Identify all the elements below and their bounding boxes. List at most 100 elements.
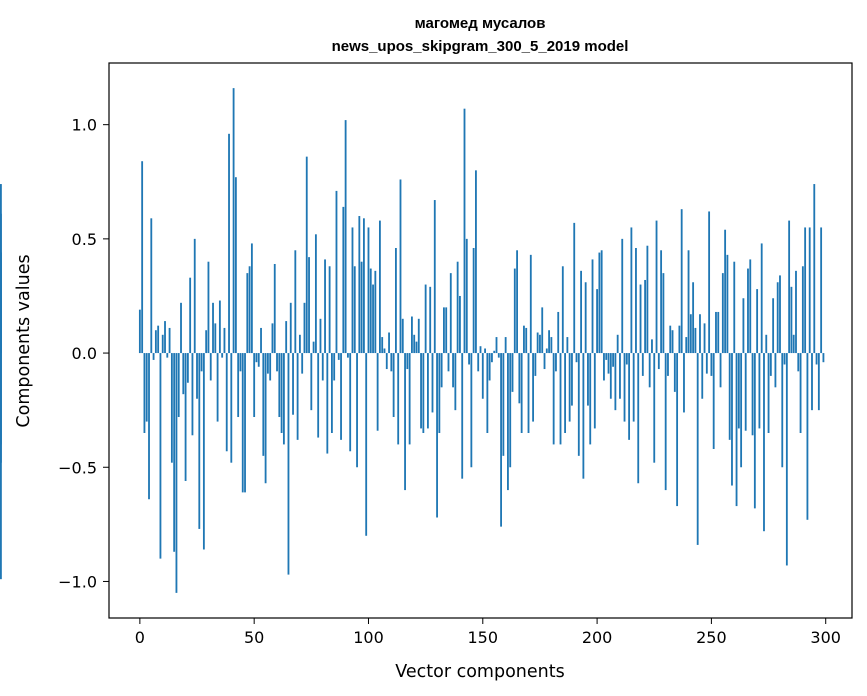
bar	[413, 334, 416, 354]
bar	[319, 318, 322, 354]
y-tick-label: 1.0	[72, 116, 97, 135]
bar	[189, 277, 192, 354]
bar	[525, 327, 528, 354]
bar	[349, 353, 352, 452]
bar	[504, 337, 507, 354]
bar	[769, 353, 772, 376]
bar	[792, 334, 795, 354]
bar	[612, 353, 615, 367]
bar	[303, 302, 306, 354]
bar	[298, 334, 301, 354]
bar	[648, 353, 651, 388]
bar	[244, 353, 246, 493]
bar	[166, 353, 169, 358]
bar	[246, 273, 249, 354]
bar	[763, 353, 765, 532]
bar	[811, 353, 813, 411]
bar	[721, 273, 724, 354]
bar	[415, 341, 418, 354]
x-tick-label: 150	[468, 628, 499, 647]
plot-frame	[108, 62, 853, 619]
bar	[255, 353, 258, 363]
bar	[710, 353, 713, 376]
bar	[699, 314, 701, 354]
bar	[644, 279, 647, 354]
bar	[687, 250, 690, 354]
bar	[0, 353, 2, 580]
bar	[145, 353, 148, 422]
bar	[717, 311, 720, 354]
bar	[509, 353, 512, 468]
bar	[433, 200, 436, 354]
x-tick-label: 0	[135, 628, 145, 647]
bar	[461, 353, 464, 479]
bar	[561, 266, 564, 354]
bars-group	[0, 88, 825, 593]
bar	[584, 282, 587, 354]
bar	[394, 248, 397, 354]
bar	[564, 353, 567, 433]
x-tick-label: 50	[244, 628, 264, 647]
bar	[378, 220, 381, 354]
bar	[621, 238, 624, 354]
bar	[159, 353, 162, 559]
bar	[266, 353, 269, 374]
bar	[548, 330, 550, 354]
bar	[420, 353, 422, 429]
bar	[390, 353, 393, 372]
bar	[735, 353, 738, 507]
bar	[783, 353, 786, 365]
bar	[477, 353, 480, 372]
bar	[369, 268, 372, 354]
bar	[671, 330, 674, 354]
bar	[225, 353, 228, 452]
bar	[500, 353, 502, 527]
bar	[683, 353, 685, 413]
bar	[150, 218, 153, 354]
bar	[571, 353, 573, 406]
bar	[214, 323, 217, 354]
bar	[559, 353, 562, 445]
bar	[358, 216, 361, 354]
bar	[404, 353, 406, 491]
bar	[756, 289, 759, 354]
bar	[785, 353, 788, 566]
bar	[541, 307, 544, 354]
bar	[813, 184, 816, 354]
bar	[516, 250, 518, 354]
bar	[424, 284, 427, 354]
bar	[799, 353, 802, 433]
bar	[616, 334, 619, 354]
bar	[207, 261, 210, 354]
bar	[808, 227, 811, 354]
bar	[289, 302, 292, 354]
bar	[184, 353, 187, 481]
bar	[589, 353, 592, 445]
bar	[673, 353, 676, 392]
bar	[518, 353, 521, 404]
bar	[296, 353, 299, 440]
bar	[202, 353, 205, 550]
bar	[193, 238, 196, 354]
bar	[774, 353, 777, 388]
bar	[335, 190, 338, 354]
bar	[694, 327, 697, 354]
bar	[285, 321, 288, 354]
bar	[703, 323, 706, 354]
bar	[223, 327, 226, 354]
bar	[527, 353, 530, 433]
bar	[481, 353, 484, 399]
bar	[573, 222, 576, 354]
bar	[788, 220, 791, 354]
bar	[429, 286, 432, 354]
bar	[328, 266, 331, 354]
bar	[678, 325, 681, 354]
bar	[234, 177, 237, 354]
bar	[164, 321, 166, 354]
bar	[241, 353, 244, 493]
bar	[239, 353, 242, 372]
bar	[491, 353, 493, 363]
x-tick-label: 100	[353, 628, 384, 647]
bar	[742, 298, 745, 354]
